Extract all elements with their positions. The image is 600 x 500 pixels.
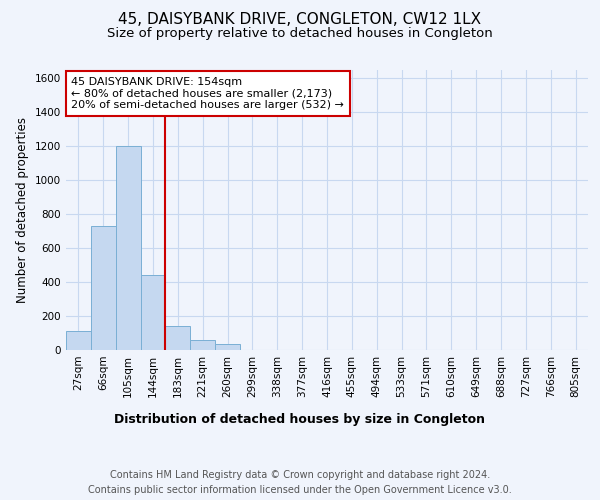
Text: Size of property relative to detached houses in Congleton: Size of property relative to detached ho… <box>107 28 493 40</box>
Bar <box>140 276 166 350</box>
Bar <box>66 332 91 350</box>
Text: 45 DAISYBANK DRIVE: 154sqm
← 80% of detached houses are smaller (2,173)
20% of s: 45 DAISYBANK DRIVE: 154sqm ← 80% of deta… <box>71 77 344 110</box>
Bar <box>91 226 116 350</box>
Bar <box>116 146 140 350</box>
Text: Distribution of detached houses by size in Congleton: Distribution of detached houses by size … <box>115 412 485 426</box>
Bar <box>166 326 190 350</box>
Bar <box>190 340 215 350</box>
Bar <box>215 344 240 350</box>
Y-axis label: Number of detached properties: Number of detached properties <box>16 117 29 303</box>
Text: 45, DAISYBANK DRIVE, CONGLETON, CW12 1LX: 45, DAISYBANK DRIVE, CONGLETON, CW12 1LX <box>118 12 482 28</box>
Text: Contains HM Land Registry data © Crown copyright and database right 2024.
Contai: Contains HM Land Registry data © Crown c… <box>88 470 512 495</box>
